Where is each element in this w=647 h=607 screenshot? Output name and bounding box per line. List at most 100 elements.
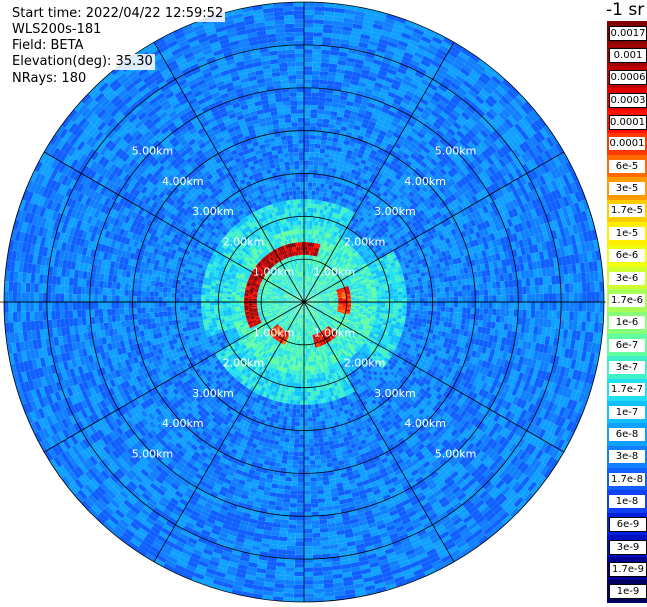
range-gate	[313, 19, 324, 25]
range-gate	[329, 207, 335, 213]
range-gate	[313, 274, 317, 279]
range-gate	[355, 209, 361, 215]
range-gate	[313, 15, 325, 20]
range-gate	[390, 170, 398, 178]
range-gate	[358, 77, 368, 84]
range-gate	[389, 221, 396, 228]
range-gate	[351, 27, 362, 34]
range-gate	[363, 203, 369, 210]
range-gate	[520, 104, 531, 115]
range-gate	[305, 289, 307, 294]
range-gate	[333, 133, 340, 139]
range-gate	[527, 148, 537, 159]
range-gate	[343, 189, 349, 195]
range-gate	[590, 302, 596, 313]
range-gate	[391, 187, 398, 194]
range-gate	[337, 259, 342, 264]
range-gate	[585, 271, 591, 283]
range-gate	[343, 113, 351, 120]
range-gate	[304, 293, 307, 298]
range-gate	[315, 243, 319, 248]
range-gate	[472, 82, 484, 92]
range-gate	[364, 174, 371, 181]
range-gate	[534, 277, 540, 286]
range-gate	[315, 286, 320, 291]
range-gate	[389, 298, 394, 302]
range-gate	[311, 288, 316, 293]
range-gate	[385, 114, 395, 121]
range-gate	[494, 139, 504, 149]
range-gate	[315, 217, 319, 222]
range-gate	[320, 140, 327, 145]
range-gate	[363, 151, 371, 158]
range-gate	[308, 281, 311, 286]
range-gate	[304, 100, 312, 105]
range-gate	[345, 249, 350, 255]
range-gate	[378, 178, 386, 185]
range-gate	[312, 57, 322, 63]
range-gate	[435, 210, 443, 218]
range-gate	[305, 293, 307, 298]
range-gate	[327, 166, 333, 173]
range-gate	[324, 277, 329, 282]
range-gate	[551, 284, 557, 294]
range-gate	[352, 244, 358, 250]
range-gate	[324, 214, 329, 220]
range-gate	[375, 224, 382, 231]
range-gate	[317, 234, 321, 240]
range-gate	[408, 191, 415, 198]
range-gate	[414, 218, 422, 226]
range-gate	[347, 234, 352, 240]
range-gate	[425, 211, 432, 219]
range-gate	[534, 177, 543, 188]
range-gate	[312, 260, 315, 265]
range-gate	[332, 266, 337, 272]
range-gate	[470, 138, 480, 148]
range-gate	[342, 193, 348, 199]
range-gate	[311, 295, 316, 299]
range-gate	[338, 191, 344, 198]
range-gate	[412, 201, 419, 209]
range-gate	[389, 227, 396, 234]
range-gate	[328, 67, 337, 73]
range-gate	[329, 263, 334, 269]
range-gate	[381, 224, 387, 231]
range-gate	[308, 177, 313, 183]
range-gate	[342, 161, 350, 168]
range-gate	[359, 126, 368, 133]
range-gate	[318, 157, 325, 162]
range-gate	[381, 84, 391, 92]
range-gate	[413, 109, 423, 117]
range-gate	[427, 293, 433, 298]
range-gate	[363, 60, 373, 68]
range-gate	[423, 293, 429, 298]
range-gate	[326, 262, 331, 267]
range-gate	[320, 66, 329, 72]
range-gate	[305, 276, 307, 281]
range-gate	[374, 201, 381, 208]
range-gate	[322, 28, 333, 34]
range-gate	[327, 71, 337, 78]
range-gate	[340, 263, 346, 268]
range-gate	[341, 246, 347, 252]
range-gate	[399, 36, 410, 44]
range-gate	[347, 265, 353, 270]
range-gate	[406, 294, 412, 299]
range-gate	[317, 282, 322, 287]
range-gate	[311, 242, 315, 248]
range-gate	[309, 281, 313, 287]
range-gate	[315, 270, 318, 275]
range-gate	[482, 320, 488, 328]
range-gate	[398, 86, 408, 94]
range-gate	[531, 179, 539, 190]
range-gate	[364, 56, 374, 64]
range-gate	[440, 111, 450, 120]
range-gate	[321, 258, 325, 264]
range-gate	[333, 208, 338, 214]
range-gate	[470, 211, 478, 220]
range-gate	[374, 230, 381, 237]
range-gate	[375, 261, 382, 267]
range-gate	[313, 264, 316, 270]
range-gate	[378, 216, 385, 222]
range-gate	[514, 122, 524, 134]
